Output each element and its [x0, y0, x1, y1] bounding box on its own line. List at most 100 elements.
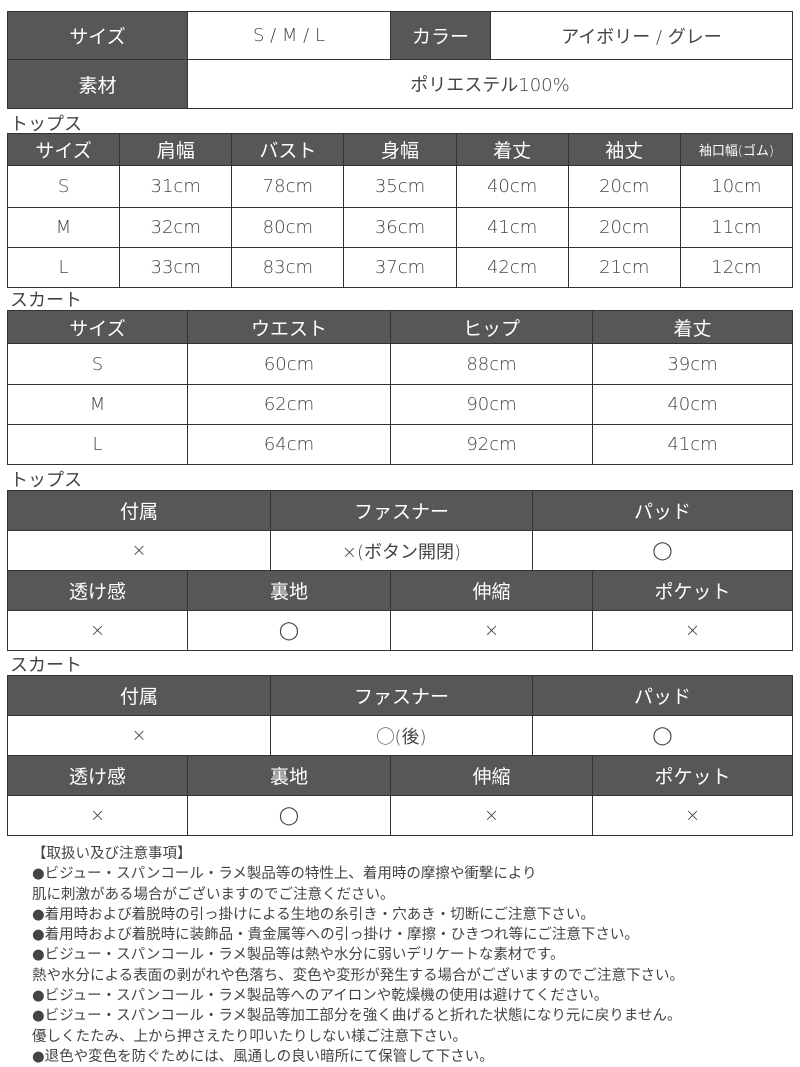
- table-cell: S: [7, 343, 188, 385]
- spec-header: パッド: [532, 675, 793, 716]
- spec-header: 伸縮: [390, 755, 593, 796]
- spec-value: ×: [7, 795, 188, 836]
- spec-value: ×(ボタン開閉): [270, 530, 533, 571]
- column-header: 着丈: [455, 133, 569, 166]
- skirt-size-title: スカート: [10, 290, 82, 311]
- note-line: ●着用時および着脱時の引っ掛けによる生地の糸引き・穴あき・切断にご注意下さい。: [32, 906, 595, 923]
- table-row: S 31cm 78cm 35cm 40cm 20cm 10cm: [6, 165, 794, 208]
- care-notes: 【取扱い及び注意事項】 ●ビジュー・スパンコール・ラメ製品等の特性上、着用時の摩擦…: [32, 844, 684, 1067]
- spec-value: ◯: [532, 530, 793, 571]
- spec-table: 透け感 裏地 伸縮 ポケット × ◯ × ×: [7, 570, 793, 651]
- note-line: ●退色や変色を防ぐためには、風通しの良い暗所にて保管して下さい。: [32, 1048, 494, 1065]
- spec-header: 透け感: [7, 570, 188, 611]
- spec-header: ポケット: [592, 570, 793, 611]
- spec-header: 伸縮: [390, 570, 593, 611]
- spec-value: ×: [7, 610, 188, 651]
- summary-table: サイズ S / M / L カラー アイボリー / グレー 素材 ポリエステル100%: [7, 11, 793, 109]
- tops-spec-title: トップス: [10, 470, 82, 491]
- column-header: 着丈: [592, 310, 793, 344]
- header-row: サイズ ウエスト ヒップ 着丈: [7, 310, 793, 344]
- table-cell: 11cm: [679, 207, 794, 248]
- table-cell: 60cm: [187, 343, 391, 385]
- table-cell: 20cm: [567, 165, 681, 208]
- table-cell: 90cm: [390, 384, 593, 425]
- note-line: ●ビジュー・スパンコール・ラメ製品等は熱や水分に弱いデリケートな素材です。: [32, 947, 565, 964]
- note-line: 熱や水分による表面の剥がれや色落ち、変色や変形が発生する場合がございますのでご注…: [32, 967, 685, 984]
- spec-header: 付属: [7, 675, 271, 716]
- table-cell: 39cm: [592, 343, 793, 385]
- spec-value: ×: [7, 530, 271, 571]
- table-cell: 41cm: [592, 424, 793, 465]
- table-cell: 35cm: [343, 165, 457, 208]
- table-cell: 80cm: [231, 207, 345, 248]
- table-cell: L: [6, 247, 121, 288]
- spec-value: ×: [390, 610, 593, 651]
- note-line: 優しくたたみ、上から押さえたり叩いたりしない様ご注意下さい。: [32, 1028, 467, 1045]
- column-header: 肩幅: [119, 133, 233, 166]
- column-header: 袖丈: [567, 133, 681, 166]
- table-cell: 33cm: [119, 247, 233, 288]
- column-header: サイズ: [7, 310, 188, 344]
- spec-value: ◯: [187, 610, 391, 651]
- size-label: サイズ: [7, 11, 188, 60]
- spec-header: パッド: [532, 490, 793, 531]
- table-cell: 78cm: [231, 165, 345, 208]
- note-line: ●ビジュー・スパンコール・ラメ製品等加工部分を強く曲げると折れた状態になり元に戻…: [32, 1008, 682, 1025]
- table-cell: 36cm: [343, 207, 457, 248]
- skirt-spec-title: スカート: [10, 655, 82, 676]
- note-line: ●着用時および着脱時に装飾品・貴金属等への引っ掛け・摩擦・ひきつれ等にご注意下さ…: [32, 927, 639, 944]
- table-row: M 32cm 80cm 36cm 41cm 20cm 11cm: [6, 207, 794, 248]
- spec-header: ポケット: [592, 755, 793, 796]
- material-value: ポリエステル100%: [187, 59, 793, 109]
- table-cell: L: [7, 424, 188, 465]
- spec-header: ファスナー: [270, 490, 533, 531]
- table-cell: 40cm: [592, 384, 793, 425]
- spec-value: ×: [7, 715, 271, 756]
- column-header: ヒップ: [390, 310, 593, 344]
- spec-header: 透け感: [7, 755, 188, 796]
- table-row: L 33cm 83cm 37cm 42cm 21cm 12cm: [6, 247, 794, 288]
- table-cell: 42cm: [455, 247, 569, 288]
- spec-value: ×: [592, 795, 793, 836]
- column-header: 身幅: [343, 133, 457, 166]
- table-cell: M: [7, 384, 188, 425]
- spec-value: ◯: [187, 795, 391, 836]
- table-cell: 31cm: [119, 165, 233, 208]
- table-cell: 83cm: [231, 247, 345, 288]
- column-header: サイズ: [6, 133, 121, 166]
- header-row: サイズ 肩幅 バスト 身幅 着丈 袖丈 袖口幅(ゴム): [6, 133, 794, 166]
- table-cell: 62cm: [187, 384, 391, 425]
- tops-size-table: サイズ 肩幅 バスト 身幅 着丈 袖丈 袖口幅(ゴム) S 31cm 78cm 35cm 40cm 2…: [6, 133, 794, 288]
- spec-value: ×: [390, 795, 593, 836]
- table-cell: 64cm: [187, 424, 391, 465]
- column-header: 袖口幅(ゴム): [679, 133, 794, 166]
- note-line: ●ビジュー・スパンコール・ラメ製品等へのアイロンや乾燥機の使用は避けてください。: [32, 988, 609, 1005]
- spec-value: ×: [592, 610, 793, 651]
- table-cell: M: [6, 207, 121, 248]
- table-cell: 12cm: [679, 247, 794, 288]
- spec-value: ◯(後): [270, 715, 533, 756]
- column-header: ウエスト: [187, 310, 391, 344]
- note-line: ●ビジュー・スパンコール・ラメ製品等の特性上、着用時の摩擦や衝撃により: [32, 866, 537, 883]
- table-cell: 32cm: [119, 207, 233, 248]
- spec-table: 透け感 裏地 伸縮 ポケット × ◯ × ×: [7, 755, 793, 836]
- tops-size-title: トップス: [10, 114, 82, 135]
- note-line: 【取扱い及び注意事項】: [32, 846, 192, 862]
- spec-table: 付属 ファスナー パッド × ◯(後) ◯: [7, 675, 793, 756]
- note-line: 肌に刺激がある場合がございますのでご注意ください。: [32, 886, 395, 903]
- table-cell: 40cm: [455, 165, 569, 208]
- skirt-size-table: サイズ ウエスト ヒップ 着丈 S 60cm 88cm 39cm M 62cm 90cm 40cm L…: [7, 310, 793, 465]
- spec-header: 裏地: [187, 570, 391, 611]
- color-value: アイボリー / グレー: [490, 11, 793, 60]
- spec-header: 付属: [7, 490, 271, 531]
- color-label: カラー: [390, 11, 491, 60]
- table-cell: 92cm: [390, 424, 593, 465]
- spec-header: 裏地: [187, 755, 391, 796]
- table-row: S 60cm 88cm 39cm: [7, 343, 793, 385]
- table-row: M 62cm 90cm 40cm: [7, 384, 793, 425]
- table-cell: S: [6, 165, 121, 208]
- spec-value: ◯: [532, 715, 793, 756]
- spec-table: 付属 ファスナー パッド × ×(ボタン開閉) ◯: [7, 490, 793, 571]
- table-cell: 88cm: [390, 343, 593, 385]
- material-label: 素材: [7, 59, 188, 109]
